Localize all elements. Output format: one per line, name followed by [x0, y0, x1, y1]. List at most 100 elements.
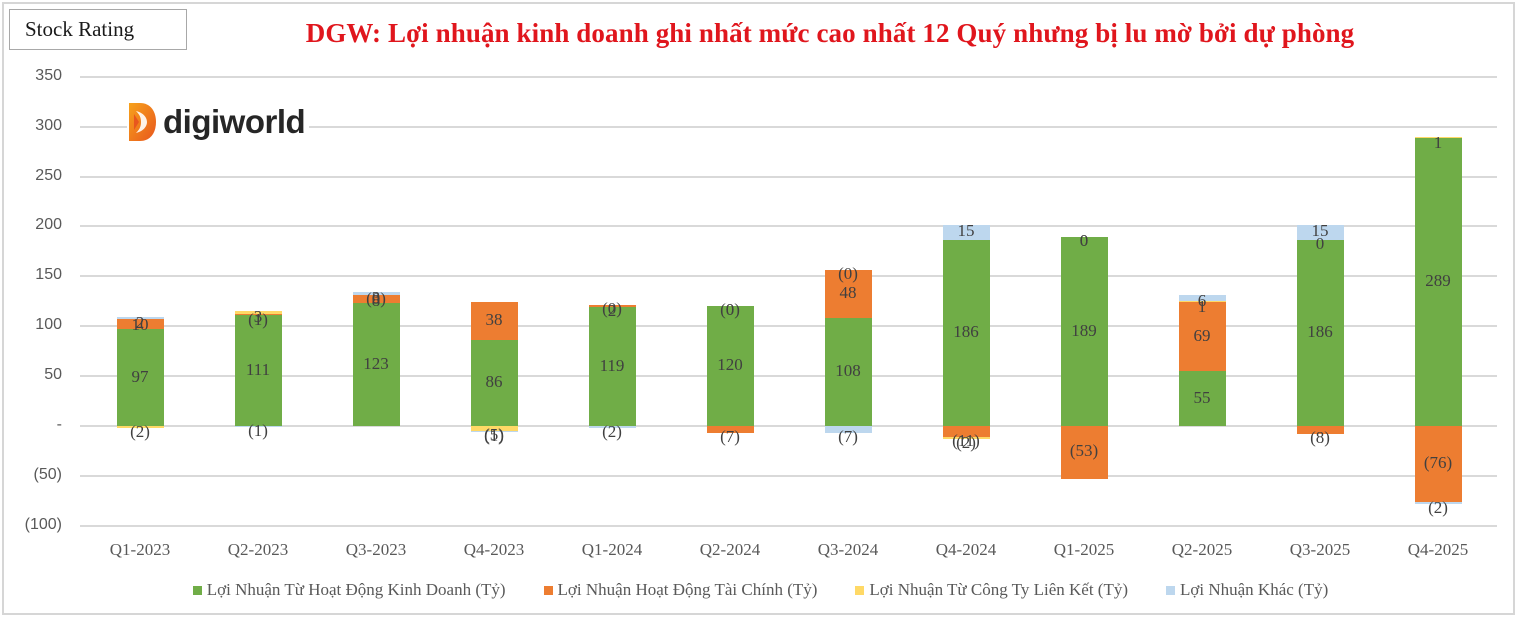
gridline: [80, 425, 1497, 427]
legend-label: Lợi Nhuận Từ Hoạt Động Kinh Doanh (Tỷ): [206, 580, 506, 599]
data-label: (0): [838, 264, 858, 284]
legend-item: Lợi Nhuận Từ Công Ty Liên Kết (Tỷ): [855, 580, 1128, 600]
bar-segment: [942, 240, 990, 426]
data-label: 6: [1197, 291, 1207, 311]
data-label: 15: [1311, 221, 1329, 241]
bar-segment: [1296, 225, 1344, 241]
legend-swatch-icon: [192, 585, 202, 595]
data-label: 111: [245, 359, 271, 379]
data-label: 86: [485, 372, 503, 392]
x-axis-category-label: Q4-2024: [935, 540, 997, 559]
data-label: 123: [363, 353, 389, 373]
data-label: 8: [371, 291, 381, 311]
bar-segment: [234, 314, 282, 316]
legend-swatch-icon: [855, 585, 865, 595]
data-label: (11): [952, 430, 980, 450]
bar-segment: [470, 302, 518, 341]
bar-segment: [1414, 501, 1462, 504]
digiworld-logo: digiworld: [127, 102, 310, 142]
data-label: (0): [720, 300, 740, 320]
data-label: 10: [131, 315, 149, 335]
bar-segment: [824, 270, 872, 319]
data-label: 2: [135, 313, 145, 333]
data-label: (7): [838, 426, 858, 446]
data-label: 2: [607, 301, 617, 321]
bar-segment: [1178, 301, 1226, 303]
gridline: [80, 225, 1497, 228]
y-axis-tick-label: (100): [24, 515, 62, 533]
data-label: 15: [957, 221, 975, 241]
x-axis-category-label: Q1-2023: [109, 540, 171, 559]
y-axis-tick-label: 250: [35, 166, 62, 184]
bar-segment: [942, 436, 990, 439]
y-axis-tick-label: 100: [35, 316, 62, 334]
data-label: (2): [130, 421, 150, 441]
bar-segment: [234, 311, 282, 315]
bar-segment: [824, 426, 872, 433]
bar-segment: [706, 426, 754, 433]
data-label: 3: [253, 307, 263, 327]
data-label: 289: [1425, 270, 1451, 290]
legend-label: Lợi Nhuận Khác (Tỷ): [1180, 580, 1329, 599]
bar-segment: [1178, 295, 1226, 302]
bar-segment: [116, 329, 164, 426]
bar-segment: [1296, 240, 1344, 426]
bar-segment: [1060, 237, 1108, 426]
gridline: [80, 125, 1497, 128]
data-label: (76): [1423, 452, 1453, 472]
gridline: [80, 375, 1497, 378]
chart-title: DGW: Lợi nhuận kinh doanh ghi nhất mức c…: [305, 18, 1355, 48]
legend-swatch-icon: [543, 585, 553, 595]
logo-wordmark: digiworld: [163, 103, 306, 140]
data-label: 186: [1307, 322, 1333, 342]
data-label: 48: [839, 283, 857, 303]
y-axis-tick-label: 300: [35, 116, 62, 134]
data-label: 97: [131, 366, 149, 386]
data-label: 1: [1433, 132, 1443, 152]
bar-segment: [470, 340, 518, 426]
bar-segment: [1414, 137, 1462, 426]
x-axis-category-label: Q2-2025: [1171, 540, 1233, 559]
y-axis-tick-label: -: [56, 416, 62, 433]
data-label: (2): [602, 421, 622, 441]
legend-swatch-icon: [1166, 585, 1176, 595]
data-label: 69: [1193, 325, 1211, 345]
legend-item: Lợi Nhuận Từ Hoạt Động Kinh Doanh (Tỷ): [192, 580, 506, 600]
data-label: 0: [1079, 231, 1089, 251]
data-label: (7): [720, 426, 740, 446]
data-label: 0: [1315, 234, 1325, 254]
bar-segment: [1296, 426, 1344, 434]
legend-label: Lợi Nhuận Từ Công Ty Liên Kết (Tỷ): [869, 580, 1129, 599]
x-axis-category-label: Q2-2023: [227, 540, 289, 559]
bar-segment: [942, 426, 990, 437]
data-label: 189: [1071, 320, 1097, 340]
data-label: (8): [1310, 427, 1330, 447]
data-label: 55: [1193, 387, 1211, 407]
bar-segment: [352, 295, 400, 304]
bar-segment: [234, 426, 282, 427]
y-axis-tick-label: (50): [33, 465, 62, 483]
y-axis-tick-label: 150: [35, 266, 62, 284]
bar-segment: [234, 315, 282, 426]
bar-segment: [1414, 136, 1462, 138]
data-label: 0: [1079, 231, 1089, 251]
bar-segment: [1414, 426, 1462, 502]
gridline: [80, 75, 1497, 78]
x-axis-category-label: Q3-2025: [1289, 540, 1351, 559]
digiworld-d-icon: [129, 103, 156, 141]
bar-segment: [1178, 371, 1226, 426]
bar-segment: [1060, 426, 1108, 479]
gridline: [80, 474, 1497, 477]
data-label: (1): [248, 310, 268, 330]
x-axis-category-label: Q2-2024: [699, 540, 761, 559]
legend-label: Lợi Nhuận Hoạt Động Tài Chính (Tỷ): [557, 580, 818, 599]
gridline: [80, 524, 1497, 527]
bar-segment: [824, 318, 872, 426]
bar-segment: [352, 303, 400, 426]
y-axis-tick-label: 200: [35, 216, 62, 234]
stock-rating-label: Stock Rating: [9, 9, 187, 50]
x-axis-category-label: Q4-2023: [463, 540, 525, 559]
bar-segment: [588, 426, 636, 428]
y-axis-tick-label: 350: [35, 66, 62, 84]
x-axis-category-label: Q1-2025: [1053, 540, 1115, 559]
